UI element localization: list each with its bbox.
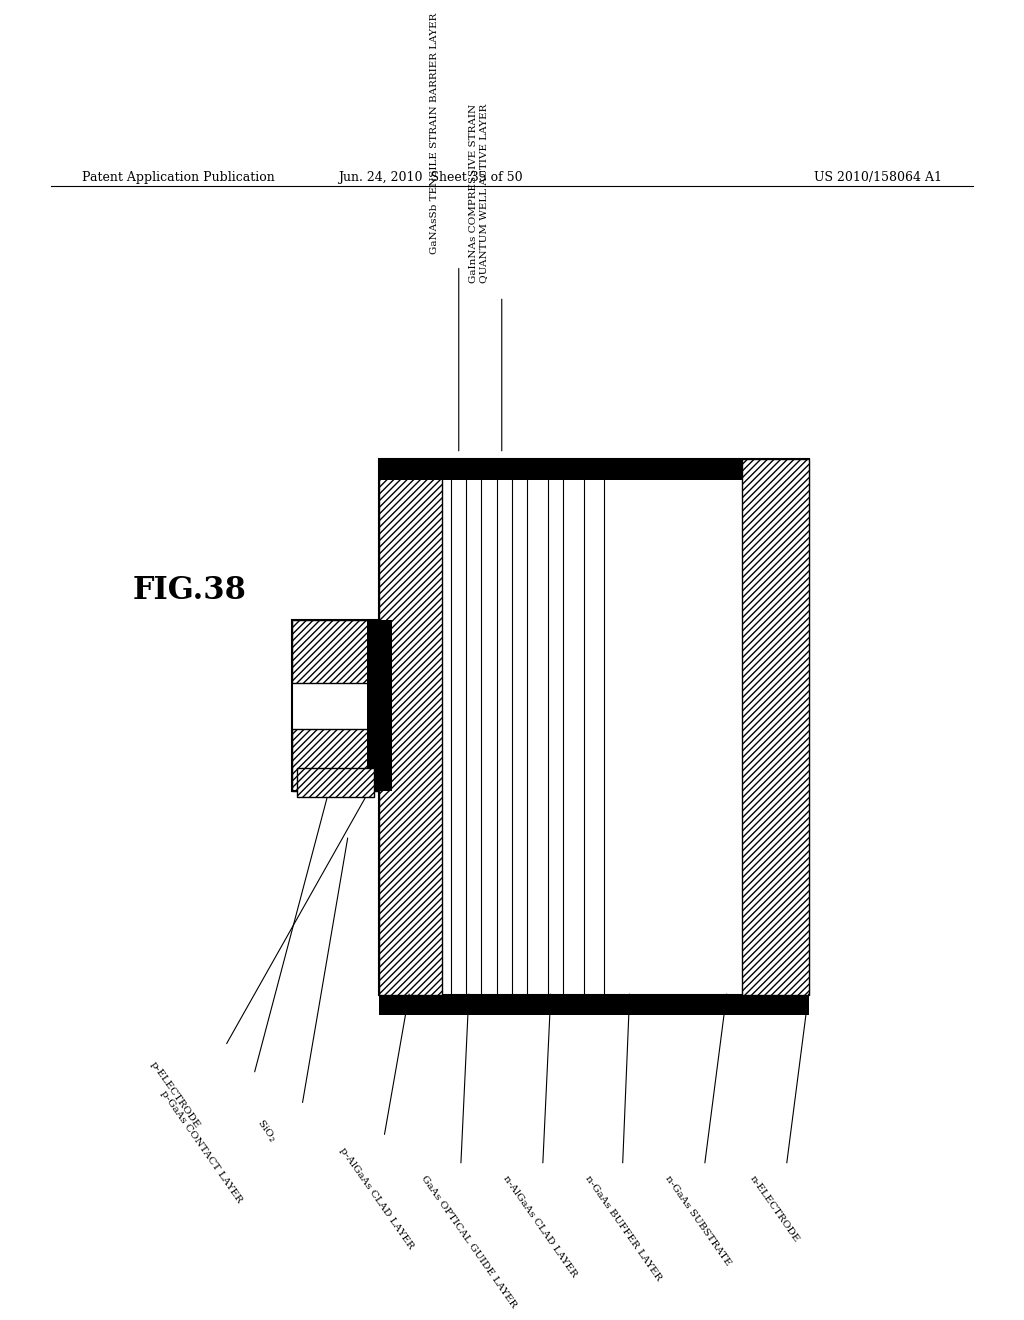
- Text: n-GaAs SUBSTRATE: n-GaAs SUBSTRATE: [664, 1173, 732, 1267]
- Bar: [379, 459, 742, 480]
- Text: GaAs OPTICAL GUIDE LAYER: GaAs OPTICAL GUIDE LAYER: [420, 1173, 518, 1309]
- Bar: [367, 620, 392, 791]
- Text: FIG.38: FIG.38: [132, 574, 247, 606]
- Text: n-ELECTRODE: n-ELECTRODE: [748, 1173, 801, 1243]
- Text: p-GaAs CONTACT LAYER: p-GaAs CONTACT LAYER: [159, 1089, 244, 1205]
- Bar: [292, 620, 379, 791]
- Bar: [742, 459, 809, 995]
- Text: n-GaAs BUFFER LAYER: n-GaAs BUFFER LAYER: [584, 1173, 664, 1282]
- Text: p-ELECTRODE: p-ELECTRODE: [148, 1060, 202, 1130]
- Text: n-AlGaAs CLAD LAYER: n-AlGaAs CLAD LAYER: [502, 1173, 579, 1279]
- Bar: [297, 768, 374, 797]
- Text: GaInNAs COMPRESSIVE STRAIN
QUANTUM WELL ACTIVE LAYER: GaInNAs COMPRESSIVE STRAIN QUANTUM WELL …: [469, 103, 488, 282]
- Text: GaNAsSb TENSILE STRAIN BARRIER LAYER: GaNAsSb TENSILE STRAIN BARRIER LAYER: [430, 13, 439, 255]
- Bar: [379, 995, 809, 1015]
- Text: US 2010/158064 A1: US 2010/158064 A1: [814, 172, 942, 183]
- Text: Jun. 24, 2010  Sheet 35 of 50: Jun. 24, 2010 Sheet 35 of 50: [338, 172, 522, 183]
- Bar: [292, 729, 379, 791]
- Text: p-AlGaAs CLAD LAYER: p-AlGaAs CLAD LAYER: [338, 1146, 415, 1251]
- Text: SiO$_2$: SiO$_2$: [254, 1117, 279, 1144]
- Text: Patent Application Publication: Patent Application Publication: [82, 172, 274, 183]
- Bar: [292, 620, 379, 682]
- Bar: [379, 459, 809, 995]
- Bar: [379, 459, 442, 995]
